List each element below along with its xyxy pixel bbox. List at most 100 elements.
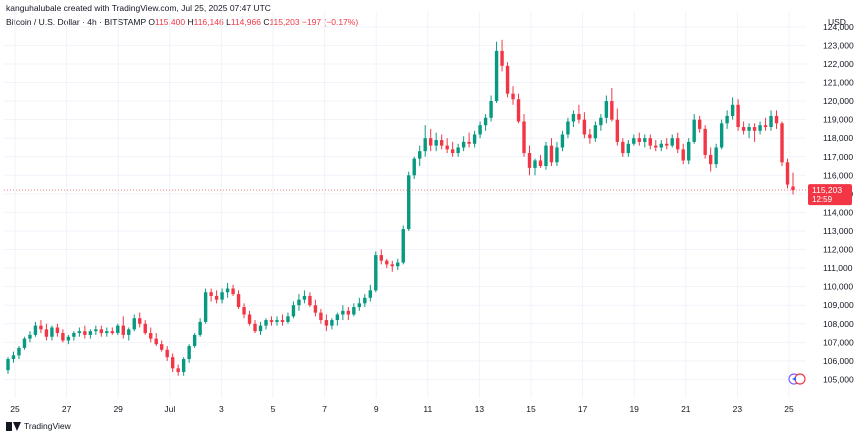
candle: [225, 282, 230, 298]
time-tick-label: 25: [10, 404, 20, 414]
price-tick-label: 105,000: [823, 374, 854, 384]
time-tick-label: 9: [374, 404, 379, 414]
currency-label[interactable]: USD: [828, 17, 846, 27]
candle: [72, 331, 76, 341]
candle-body: [192, 334, 197, 347]
candle-body: [538, 160, 543, 167]
candle: [637, 132, 641, 146]
candle-body: [33, 325, 38, 335]
candle-body: [527, 153, 532, 168]
candle: [127, 327, 131, 341]
candle: [94, 325, 98, 335]
candle: [6, 357, 10, 374]
brand-name: TradingView: [24, 421, 71, 431]
candle: [242, 303, 246, 319]
candle: [138, 312, 142, 328]
low-label: L: [226, 17, 231, 27]
candle-body: [637, 138, 641, 142]
candle-body: [615, 119, 620, 142]
time-tick-label: 3: [219, 404, 224, 414]
candle-body: [610, 101, 614, 120]
candle-body: [313, 305, 318, 313]
candle-body: [665, 143, 669, 146]
candle: [165, 346, 169, 361]
tradingview-logo-icon: [6, 421, 21, 431]
candle: [747, 123, 751, 139]
candle: [461, 136, 466, 152]
candle-body: [478, 125, 482, 135]
candle-body: [236, 294, 241, 308]
candle: [599, 114, 603, 131]
candle-body: [88, 331, 93, 335]
price-tick-label: 120,000: [823, 96, 854, 106]
candle: [428, 128, 433, 152]
candle: [538, 154, 543, 168]
candle: [719, 119, 724, 150]
candle-body: [643, 138, 647, 142]
candle-body: [258, 325, 263, 332]
candle: [571, 110, 576, 128]
candle: [231, 284, 235, 296]
candle: [533, 158, 537, 176]
grid-lines: [4, 12, 806, 398]
candle-body: [741, 127, 746, 131]
time-tick-label: 23: [733, 404, 743, 414]
candle-body: [154, 338, 158, 345]
candle: [478, 121, 482, 139]
candle: [522, 114, 526, 157]
footer-brand[interactable]: TradingView: [6, 421, 71, 431]
candle-body: [275, 320, 279, 322]
price-tick-label: 117,000: [823, 152, 853, 162]
candle: [291, 301, 296, 319]
candle: [160, 340, 164, 352]
candle: [154, 333, 158, 347]
candle: [560, 130, 565, 152]
price-tick-label: 122,000: [823, 59, 854, 69]
symbol-name[interactable]: Bitcoin / U.S. Dollar · 4h · BITSTAMP: [6, 17, 146, 27]
candle: [39, 320, 43, 334]
candle-body: [138, 318, 142, 324]
candle: [703, 125, 707, 159]
price-tick-label: 123,000: [823, 40, 854, 50]
candle: [176, 364, 180, 376]
price-tick-label: 121,000: [823, 78, 854, 88]
candle: [77, 327, 82, 337]
candle: [483, 114, 488, 131]
candle-body: [379, 255, 383, 261]
candle-body: [116, 325, 120, 334]
candle: [665, 138, 669, 150]
time-tick-label: 25: [784, 404, 794, 414]
candle-body: [549, 145, 554, 163]
candle-body: [269, 320, 274, 322]
candle-body: [385, 260, 389, 265]
candle-body: [50, 327, 54, 337]
candle-body: [308, 295, 312, 306]
candle: [412, 156, 416, 180]
candle: [198, 318, 202, 337]
candle: [66, 334, 71, 345]
candle-body: [676, 138, 680, 150]
candle-body: [105, 331, 109, 334]
price-tick-label: 114,000: [823, 207, 853, 217]
candle: [11, 351, 16, 363]
candle: [214, 290, 219, 304]
candle-body: [324, 320, 329, 326]
candle: [418, 145, 422, 167]
candle: [61, 329, 65, 343]
candle-body: [769, 115, 773, 128]
candle: [494, 41, 499, 103]
candle: [401, 225, 405, 265]
candle: [313, 299, 318, 317]
candle-body: [374, 255, 378, 291]
candle: [489, 95, 493, 122]
candle: [527, 145, 532, 176]
candle: [264, 318, 268, 330]
candle-body: [571, 114, 576, 122]
high-label: H: [187, 17, 194, 27]
candle: [780, 121, 784, 167]
candle-body: [6, 359, 10, 371]
price-tick-label: 113,000: [823, 226, 853, 236]
candle-body: [686, 141, 691, 161]
candle-body: [160, 344, 164, 350]
